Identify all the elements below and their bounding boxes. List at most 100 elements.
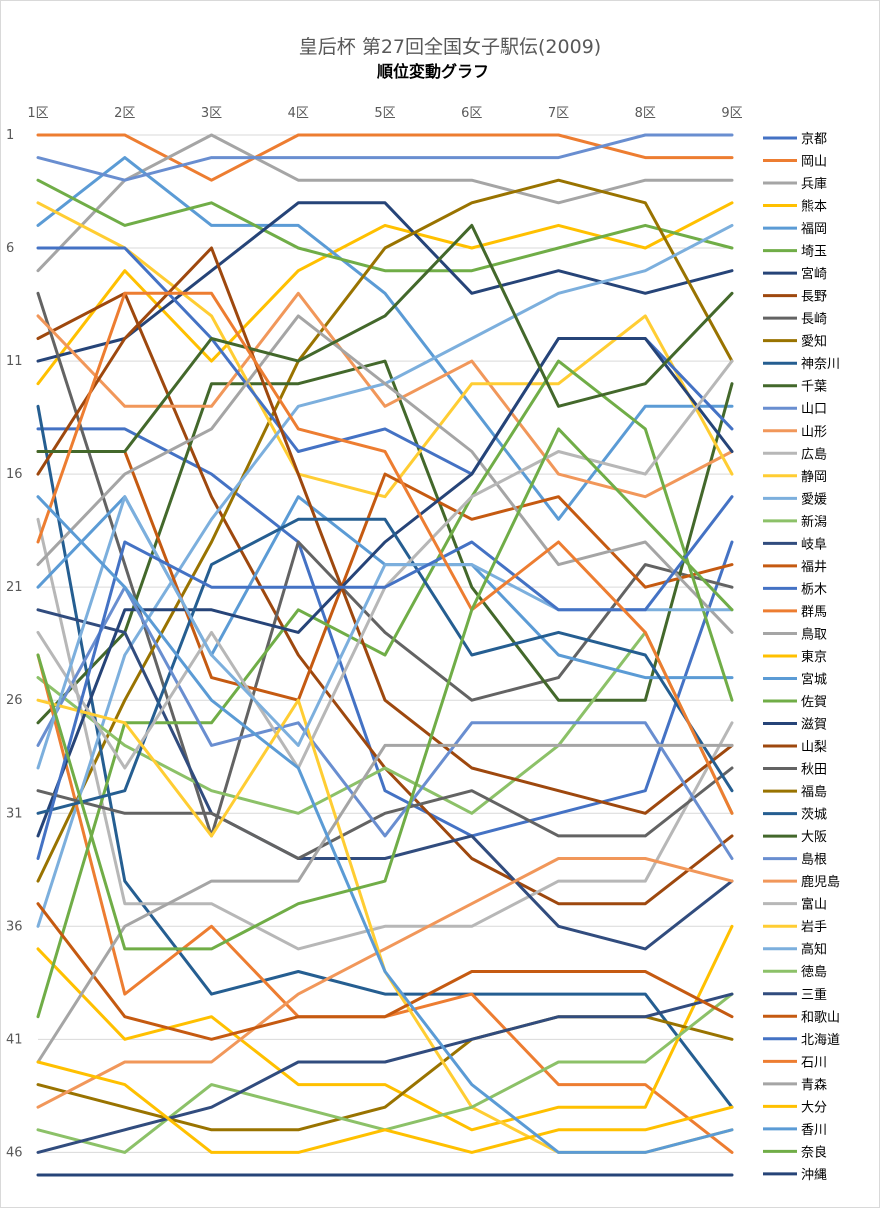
y-tick-label: 46	[6, 1145, 23, 1160]
series-line	[36, 178, 734, 883]
series-line	[36, 1060, 734, 1154]
legend-label: 兵庫	[801, 177, 827, 192]
x-tick-label: 3区	[201, 106, 222, 121]
series-line	[36, 178, 734, 273]
legend-label: 福島	[801, 785, 827, 800]
series-line	[36, 133, 734, 273]
series-line	[36, 223, 734, 453]
legend-label: 島根	[801, 853, 827, 868]
series-line	[36, 608, 734, 951]
series-line	[36, 766, 734, 860]
legend-label: 福井	[801, 560, 827, 575]
legend-label: 愛媛	[801, 492, 827, 507]
series-line	[36, 201, 734, 386]
legend-label: 山口	[801, 402, 827, 417]
series-line	[36, 133, 734, 182]
series-line	[36, 743, 734, 1064]
x-tick-label: 6区	[461, 106, 482, 121]
series-line	[36, 992, 734, 1154]
series-line	[36, 517, 734, 951]
legend-label: 山梨	[801, 740, 827, 755]
legend-label: 栃木	[801, 582, 827, 597]
legend-label: 千葉	[801, 380, 827, 395]
x-tick-label: 8区	[635, 106, 656, 121]
legend-label: 愛知	[801, 334, 827, 350]
legend-label: 徳島	[801, 965, 827, 980]
legend-label: 岡山	[801, 155, 827, 170]
series-line	[36, 314, 734, 634]
legend-label: 茨城	[801, 808, 827, 823]
legend-label: 沖縄	[801, 1168, 827, 1183]
legend-label: 福岡	[801, 222, 827, 237]
y-tick-label: 11	[6, 354, 23, 369]
legend-label: 石川	[801, 1055, 827, 1070]
legend-label: 熊本	[801, 199, 827, 215]
y-tick-label: 1	[6, 128, 14, 143]
legend-label: 富山	[801, 897, 827, 913]
series-line	[36, 404, 734, 1109]
series-line	[36, 246, 734, 815]
legend-label: 高知	[801, 942, 827, 958]
legend-label: 新潟	[801, 514, 827, 530]
legend-label: 三重	[801, 987, 827, 1003]
legend-label: 奈良	[801, 1144, 827, 1160]
y-tick-label: 26	[6, 693, 23, 708]
y-tick-label: 6	[6, 241, 14, 256]
legend-label: 岐阜	[801, 536, 827, 552]
legend-label: 山形	[801, 425, 827, 440]
legend-label: 宮崎	[801, 266, 827, 282]
series-line	[36, 517, 734, 815]
y-tick-label: 16	[6, 467, 23, 482]
series-line	[36, 902, 734, 1041]
series-line	[36, 427, 734, 838]
legend-label: 長野	[801, 290, 827, 305]
series-line	[36, 201, 734, 363]
series-line	[36, 495, 734, 860]
legend-label: 鳥取	[801, 627, 827, 642]
legend-label: 北海道	[801, 1033, 840, 1048]
series-line	[36, 450, 734, 702]
x-tick-label: 1区	[27, 106, 48, 121]
legend-label: 長崎	[801, 312, 827, 327]
series-line	[36, 133, 734, 182]
legend-label: 埼玉	[801, 245, 827, 260]
y-tick-label: 36	[6, 919, 23, 934]
legend-label: 鹿児島	[801, 874, 840, 890]
legend-label: 大分	[801, 1100, 827, 1115]
series-line	[36, 495, 734, 1154]
legend-label: 京都	[801, 132, 827, 147]
chart-subtitle: 順位変動グラフ	[376, 62, 489, 81]
series-line	[36, 585, 734, 860]
y-tick-label: 21	[6, 580, 23, 595]
legend-label: 神奈川	[801, 357, 840, 372]
legend-label: 群馬	[801, 605, 827, 620]
x-tick-label: 4区	[288, 106, 309, 121]
series-line	[36, 156, 734, 521]
legend-label: 滋賀	[801, 718, 827, 733]
legend-label: 香川	[801, 1123, 827, 1138]
legend-label: 東京	[801, 649, 827, 665]
chart-title: 皇后杯 第27回全国女子駅伝(2009)	[298, 36, 602, 58]
legend-label: 岩手	[801, 920, 827, 935]
y-tick-label: 31	[6, 806, 23, 821]
x-tick-label: 7区	[548, 106, 569, 121]
x-tick-label: 2区	[114, 106, 135, 121]
legend-label: 秋田	[801, 763, 827, 778]
legend-label: 大阪	[801, 830, 827, 845]
legend-label: 静岡	[801, 470, 827, 485]
series-line	[36, 427, 734, 951]
x-tick-label: 5区	[374, 106, 395, 121]
series-line	[36, 857, 734, 1109]
series-line	[36, 924, 734, 1132]
series-line	[36, 337, 734, 838]
legend-label: 広島	[801, 447, 827, 462]
series-line	[36, 291, 734, 815]
legend-label: 宮城	[801, 671, 827, 687]
x-tick-label: 9区	[721, 106, 742, 121]
y-tick-label: 41	[6, 1032, 23, 1047]
legend-label: 青森	[801, 1078, 827, 1093]
legend-label: 和歌山	[801, 1010, 840, 1025]
legend-label: 佐賀	[801, 695, 827, 710]
